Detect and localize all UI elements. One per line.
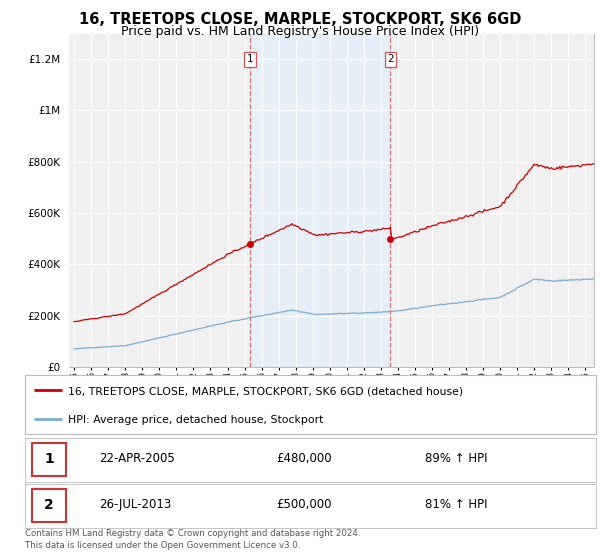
Text: 89% ↑ HPI: 89% ↑ HPI (425, 452, 488, 465)
Text: Contains HM Land Registry data © Crown copyright and database right 2024.: Contains HM Land Registry data © Crown c… (25, 530, 361, 539)
Text: 81% ↑ HPI: 81% ↑ HPI (425, 498, 488, 511)
Text: 2: 2 (44, 498, 54, 512)
Text: 16, TREETOPS CLOSE, MARPLE, STOCKPORT, SK6 6GD: 16, TREETOPS CLOSE, MARPLE, STOCKPORT, S… (79, 12, 521, 27)
Text: Price paid vs. HM Land Registry's House Price Index (HPI): Price paid vs. HM Land Registry's House … (121, 25, 479, 38)
Text: 1: 1 (44, 452, 54, 466)
Text: 2: 2 (387, 54, 394, 64)
Text: 22-APR-2005: 22-APR-2005 (100, 452, 175, 465)
FancyBboxPatch shape (32, 443, 67, 477)
Text: £480,000: £480,000 (277, 452, 332, 465)
Text: 1: 1 (247, 54, 253, 64)
Text: £500,000: £500,000 (277, 498, 332, 511)
Text: HPI: Average price, detached house, Stockport: HPI: Average price, detached house, Stoc… (68, 415, 323, 425)
Text: This data is licensed under the Open Government Licence v3.0.: This data is licensed under the Open Gov… (25, 541, 301, 550)
Text: 26-JUL-2013: 26-JUL-2013 (100, 498, 172, 511)
Bar (250, 34, 391, 367)
Text: 16, TREETOPS CLOSE, MARPLE, STOCKPORT, SK6 6GD (detached house): 16, TREETOPS CLOSE, MARPLE, STOCKPORT, S… (68, 386, 463, 396)
FancyBboxPatch shape (32, 489, 67, 522)
